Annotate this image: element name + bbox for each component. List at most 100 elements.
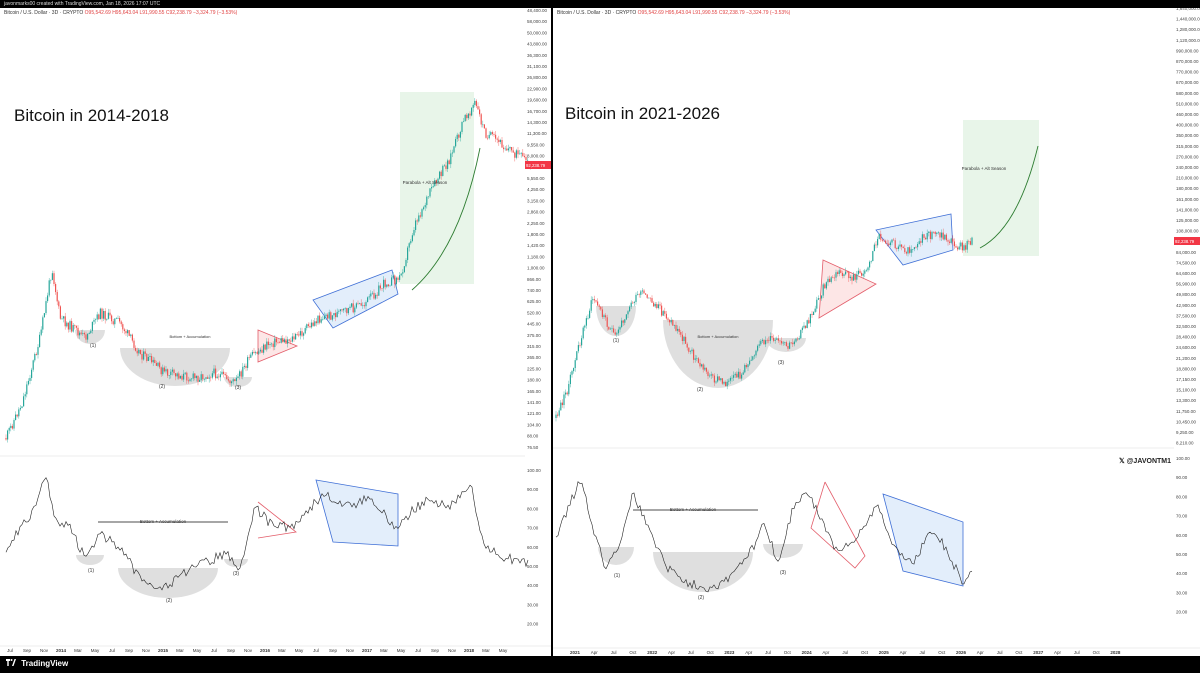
candle[interactable] xyxy=(26,384,28,395)
candle[interactable] xyxy=(187,380,189,382)
candle[interactable] xyxy=(790,342,792,344)
candle[interactable] xyxy=(119,318,121,322)
candle[interactable] xyxy=(336,311,338,318)
candle[interactable] xyxy=(509,147,511,149)
candle[interactable] xyxy=(10,425,12,428)
candle[interactable] xyxy=(624,319,626,323)
candle[interactable] xyxy=(929,231,931,240)
candle[interactable] xyxy=(555,414,557,418)
candle[interactable] xyxy=(56,292,58,302)
candle[interactable] xyxy=(386,284,388,287)
candle[interactable] xyxy=(357,303,359,304)
candle[interactable] xyxy=(139,349,141,354)
candle[interactable] xyxy=(264,344,266,350)
candle[interactable] xyxy=(349,306,351,309)
candle[interactable] xyxy=(606,317,608,327)
candle[interactable] xyxy=(576,351,578,361)
candle[interactable] xyxy=(90,330,92,333)
candle[interactable] xyxy=(963,245,965,251)
candle[interactable] xyxy=(96,314,98,320)
candle[interactable] xyxy=(309,325,311,328)
candle[interactable] xyxy=(122,324,124,330)
candle[interactable] xyxy=(657,304,659,309)
candle[interactable] xyxy=(504,148,506,150)
candle[interactable] xyxy=(82,332,84,334)
candle[interactable] xyxy=(320,319,322,323)
candle[interactable] xyxy=(699,362,701,367)
candle[interactable] xyxy=(958,246,960,250)
candle[interactable] xyxy=(231,381,233,384)
candle[interactable] xyxy=(512,150,514,153)
candle[interactable] xyxy=(389,285,391,287)
candle[interactable] xyxy=(936,232,938,234)
candle[interactable] xyxy=(904,248,906,253)
candle[interactable] xyxy=(931,231,933,240)
candle[interactable] xyxy=(442,165,444,177)
candle[interactable] xyxy=(112,321,114,325)
candle[interactable] xyxy=(595,300,597,302)
candle[interactable] xyxy=(327,314,329,319)
candle[interactable] xyxy=(315,321,317,324)
candle[interactable] xyxy=(593,299,595,301)
candle[interactable] xyxy=(597,301,599,306)
candle[interactable] xyxy=(130,334,132,336)
candle[interactable] xyxy=(557,414,559,416)
candle[interactable] xyxy=(210,377,212,379)
candle[interactable] xyxy=(798,338,800,340)
candle[interactable] xyxy=(501,139,503,148)
candle[interactable] xyxy=(734,373,736,376)
candle[interactable] xyxy=(696,358,698,359)
candle[interactable] xyxy=(304,328,306,334)
candle[interactable] xyxy=(120,321,122,325)
candle[interactable] xyxy=(455,139,457,147)
candle[interactable] xyxy=(79,332,81,336)
candle[interactable] xyxy=(793,341,795,345)
candle[interactable] xyxy=(813,311,815,316)
candle[interactable] xyxy=(630,302,632,307)
candle[interactable] xyxy=(325,314,327,317)
candle[interactable] xyxy=(127,330,129,334)
candle[interactable] xyxy=(758,344,760,346)
candle[interactable] xyxy=(115,318,117,320)
candle[interactable] xyxy=(146,353,148,362)
candle[interactable] xyxy=(824,284,826,289)
candle[interactable] xyxy=(845,271,847,275)
candle[interactable] xyxy=(221,371,223,375)
candle[interactable] xyxy=(464,114,466,122)
candle[interactable] xyxy=(563,394,565,406)
candle[interactable] xyxy=(317,315,319,324)
candle[interactable] xyxy=(95,319,97,321)
candle[interactable] xyxy=(75,325,77,328)
candle[interactable] xyxy=(219,374,221,378)
candle[interactable] xyxy=(785,342,787,346)
candle[interactable] xyxy=(450,153,452,165)
candle[interactable] xyxy=(125,331,127,334)
candle[interactable] xyxy=(248,357,250,358)
candle[interactable] xyxy=(558,410,560,416)
candle[interactable] xyxy=(402,272,404,274)
candle[interactable] xyxy=(159,362,161,368)
candle[interactable] xyxy=(825,282,827,289)
candle[interactable] xyxy=(341,309,343,311)
candle[interactable] xyxy=(795,338,797,342)
candle[interactable] xyxy=(259,349,261,352)
candle[interactable] xyxy=(171,369,173,372)
candle[interactable] xyxy=(574,360,576,369)
candle[interactable] xyxy=(32,360,34,370)
candle[interactable] xyxy=(713,375,715,383)
candle[interactable] xyxy=(251,351,253,355)
candle[interactable] xyxy=(739,371,741,379)
candle[interactable] xyxy=(279,342,281,343)
candle[interactable] xyxy=(808,320,810,324)
candle[interactable] xyxy=(848,271,850,279)
candle[interactable] xyxy=(47,295,49,302)
candle[interactable] xyxy=(24,394,26,397)
candle[interactable] xyxy=(598,305,600,307)
candle[interactable] xyxy=(947,240,949,242)
candle[interactable] xyxy=(362,305,364,306)
candle[interactable] xyxy=(757,345,759,351)
candle[interactable] xyxy=(403,266,405,273)
candle[interactable] xyxy=(280,338,282,343)
candle[interactable] xyxy=(726,381,728,387)
candle[interactable] xyxy=(519,153,521,155)
